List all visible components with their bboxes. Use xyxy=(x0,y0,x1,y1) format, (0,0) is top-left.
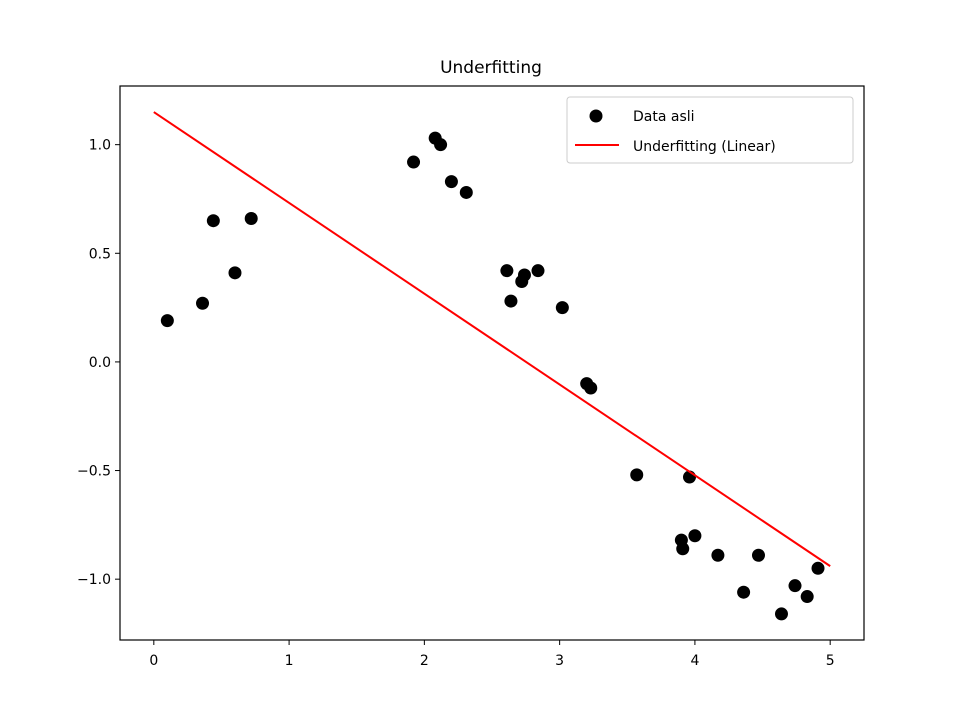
chart-title: Underfitting xyxy=(440,58,542,78)
legend-box xyxy=(566,96,854,164)
data-point xyxy=(751,548,765,562)
x-tick-label: 2 xyxy=(420,653,429,669)
data-point xyxy=(444,175,458,189)
data-point xyxy=(500,264,514,278)
x-tick-label: 3 xyxy=(555,653,564,669)
y-tick-label: −1.0 xyxy=(77,572,111,588)
axes-frame xyxy=(119,85,865,641)
data-point xyxy=(504,294,518,308)
data-point xyxy=(407,155,421,169)
x-tick-label: 5 xyxy=(826,653,835,669)
data-point xyxy=(244,212,258,226)
data-point xyxy=(811,561,825,575)
data-point xyxy=(531,264,545,278)
x-axis: 0 1 2 3 4 5 xyxy=(149,640,835,669)
legend-label-data-asli: Data asli xyxy=(633,109,695,125)
data-point xyxy=(676,542,690,556)
legend: Data asli Underfitting (Linear) xyxy=(566,96,854,164)
data-point xyxy=(517,268,531,282)
underfitting-line xyxy=(153,111,831,567)
data-point xyxy=(206,214,220,228)
data-point xyxy=(800,590,814,604)
data-point xyxy=(459,185,473,199)
data-point xyxy=(160,314,174,328)
data-point xyxy=(434,138,448,152)
y-tick-label: 0.0 xyxy=(89,355,111,371)
data-point xyxy=(196,296,210,310)
x-tick-label: 4 xyxy=(690,653,699,669)
x-tick-label: 1 xyxy=(285,653,294,669)
y-tick-label: 1.0 xyxy=(89,138,111,154)
legend-label-underfitting: Underfitting (Linear) xyxy=(633,139,776,155)
data-point xyxy=(711,548,725,562)
data-point xyxy=(584,381,598,395)
data-point xyxy=(737,585,751,599)
y-tick-label: −0.5 xyxy=(77,464,111,480)
y-axis: 1.0 0.5 0.0 −0.5 −1.0 xyxy=(77,138,120,588)
data-point xyxy=(228,266,242,280)
x-tick-label: 0 xyxy=(149,653,158,669)
data-point xyxy=(688,529,702,543)
data-point xyxy=(774,607,788,621)
data-point xyxy=(788,579,802,593)
data-point xyxy=(555,301,569,315)
data-point xyxy=(630,468,644,482)
plot-area xyxy=(153,111,831,621)
y-tick-label: 0.5 xyxy=(89,246,111,262)
legend-marker-data-asli xyxy=(589,109,603,123)
